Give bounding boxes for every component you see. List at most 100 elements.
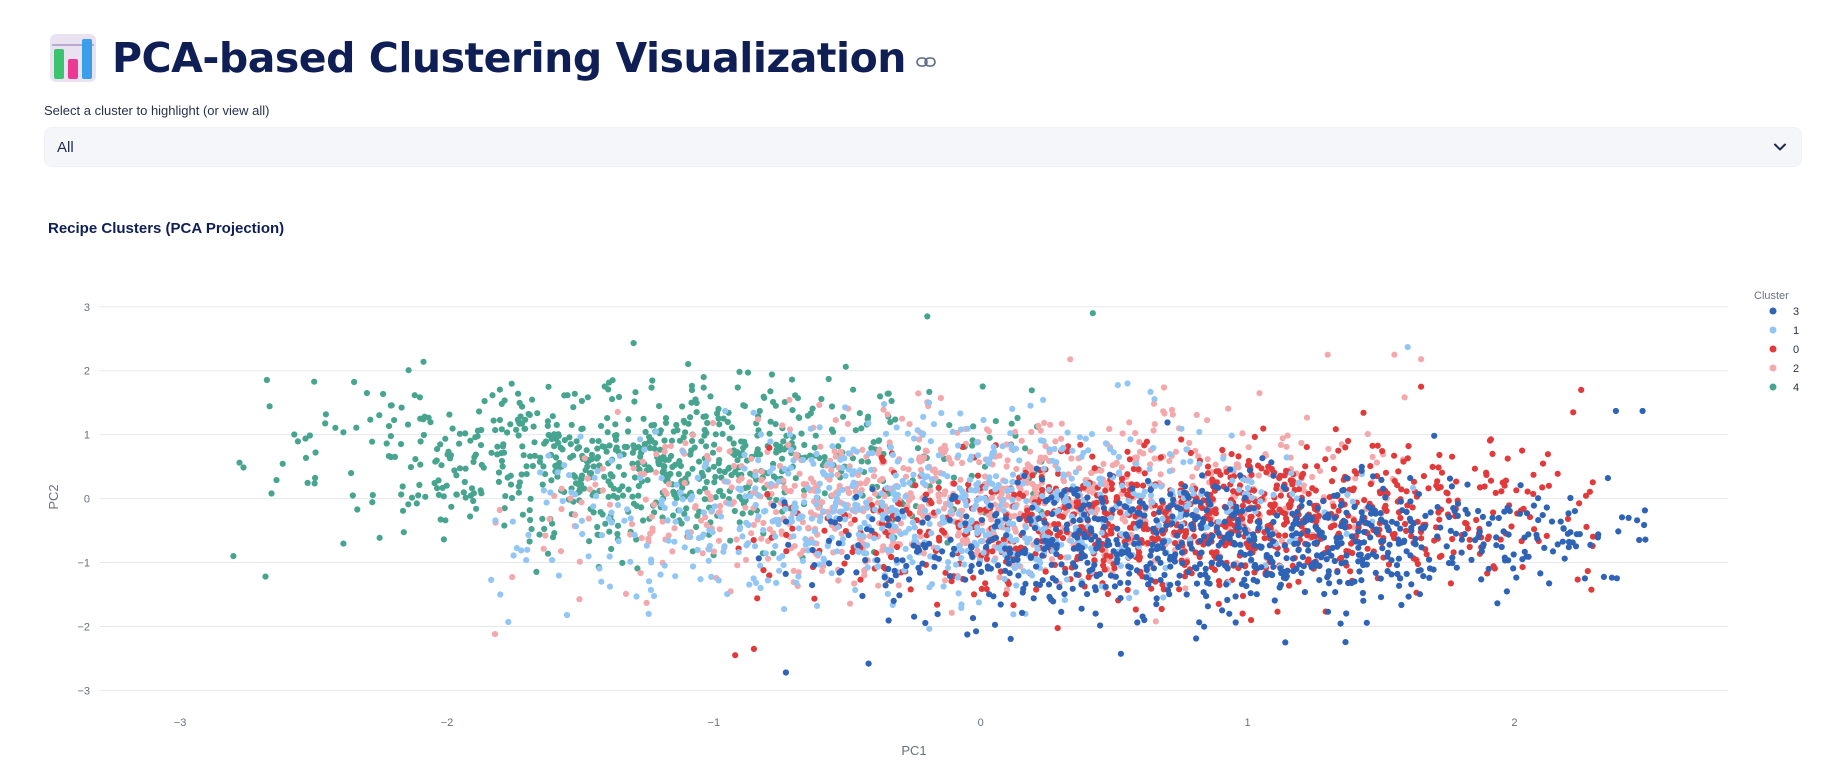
data-point-cluster-0 — [1100, 562, 1107, 569]
data-point-cluster-2 — [957, 476, 964, 483]
data-point-cluster-2 — [1152, 618, 1159, 625]
data-point-cluster-4 — [530, 423, 537, 430]
data-point-cluster-1 — [911, 435, 918, 442]
data-point-cluster-4 — [417, 438, 424, 445]
data-point-cluster-3 — [1235, 520, 1242, 527]
data-point-cluster-1 — [815, 487, 822, 494]
data-point-cluster-3 — [1561, 555, 1568, 562]
data-point-cluster-4 — [710, 463, 718, 470]
data-point-cluster-2 — [786, 396, 793, 403]
data-point-cluster-1 — [676, 507, 684, 514]
data-point-cluster-1 — [828, 472, 835, 479]
data-point-cluster-0 — [1444, 490, 1451, 497]
data-point-cluster-2 — [1100, 460, 1107, 467]
data-point-cluster-2 — [948, 460, 955, 467]
data-point-cluster-0 — [1487, 477, 1495, 484]
data-point-cluster-0 — [1332, 426, 1339, 433]
data-point-cluster-1 — [1088, 508, 1095, 515]
legend-item-4[interactable]: 4 — [1769, 382, 1800, 394]
data-point-cluster-0 — [1436, 553, 1443, 560]
link-icon[interactable] — [916, 55, 936, 69]
data-point-cluster-3 — [1377, 510, 1384, 517]
data-point-cluster-2 — [1303, 414, 1311, 421]
data-point-cluster-0 — [1204, 470, 1212, 477]
data-point-cluster-1 — [824, 460, 832, 467]
chart-title: Recipe Clusters (PCA Projection) — [48, 220, 285, 237]
data-point-cluster-2 — [831, 448, 838, 455]
data-point-cluster-1 — [888, 547, 895, 554]
data-point-cluster-4 — [671, 491, 678, 498]
data-point-cluster-3 — [1072, 563, 1079, 570]
data-point-cluster-0 — [1212, 510, 1219, 517]
data-point-cluster-1 — [631, 531, 638, 539]
data-point-cluster-1 — [1027, 402, 1034, 409]
data-point-cluster-0 — [873, 550, 880, 557]
data-point-cluster-0 — [1409, 504, 1416, 511]
data-point-cluster-4 — [609, 377, 616, 384]
data-point-cluster-0 — [1379, 448, 1386, 455]
data-point-cluster-1 — [720, 548, 727, 555]
data-point-cluster-4 — [415, 492, 422, 499]
data-point-cluster-4 — [568, 421, 575, 428]
data-point-cluster-4 — [268, 490, 275, 497]
data-point-cluster-1 — [760, 527, 767, 534]
data-point-cluster-1 — [920, 413, 927, 420]
data-point-cluster-2 — [639, 458, 647, 465]
data-point-cluster-4 — [599, 443, 606, 450]
data-point-cluster-3 — [1451, 508, 1458, 515]
data-point-cluster-0 — [1335, 507, 1342, 514]
data-point-cluster-4 — [728, 472, 735, 479]
data-point-cluster-4 — [693, 399, 700, 407]
chevron-down-icon[interactable] — [1773, 140, 1787, 154]
data-point-cluster-2 — [584, 475, 591, 482]
data-point-cluster-4 — [693, 523, 700, 531]
data-point-cluster-0 — [1204, 463, 1212, 470]
data-point-cluster-3 — [1342, 559, 1349, 566]
legend-item-1[interactable]: 1 — [1769, 325, 1800, 337]
data-point-cluster-3 — [1308, 564, 1315, 571]
data-point-cluster-2 — [1041, 419, 1048, 426]
data-point-cluster-2 — [1166, 458, 1173, 465]
data-point-cluster-4 — [779, 455, 786, 462]
data-point-cluster-3 — [1033, 538, 1040, 546]
data-point-cluster-2 — [572, 511, 579, 519]
data-point-cluster-2 — [540, 545, 547, 552]
data-point-cluster-3 — [1141, 512, 1148, 519]
legend-item-0[interactable]: 0 — [1769, 344, 1800, 356]
data-point-cluster-2 — [576, 558, 583, 565]
legend-item-3[interactable]: 3 — [1769, 306, 1800, 318]
data-point-cluster-0 — [1091, 557, 1098, 564]
data-point-cluster-2 — [976, 459, 983, 466]
data-point-cluster-3 — [1639, 407, 1646, 415]
data-point-cluster-4 — [734, 457, 741, 464]
data-point-cluster-4 — [462, 494, 469, 501]
data-point-cluster-3 — [1204, 603, 1211, 610]
data-point-cluster-4 — [702, 413, 709, 420]
data-point-cluster-4 — [590, 463, 597, 470]
data-point-cluster-2 — [837, 448, 844, 455]
data-point-cluster-1 — [1009, 496, 1016, 503]
data-point-cluster-0 — [1133, 481, 1140, 488]
data-point-cluster-1 — [1045, 486, 1053, 493]
legend-item-2[interactable]: 2 — [1769, 363, 1800, 375]
data-point-cluster-4 — [677, 462, 685, 470]
data-point-cluster-1 — [975, 480, 982, 487]
data-point-cluster-4 — [615, 393, 623, 401]
data-point-cluster-0 — [1289, 477, 1296, 485]
data-point-cluster-4 — [629, 493, 636, 500]
data-point-cluster-4 — [646, 433, 653, 440]
data-point-cluster-4 — [549, 413, 556, 420]
data-point-cluster-4 — [608, 472, 615, 479]
data-point-cluster-3 — [1468, 556, 1475, 563]
data-point-cluster-2 — [1118, 464, 1125, 471]
data-point-cluster-4 — [571, 390, 578, 397]
data-point-cluster-3 — [1299, 554, 1306, 561]
data-point-cluster-4 — [405, 367, 412, 374]
data-point-cluster-2 — [1245, 444, 1252, 451]
data-point-cluster-4 — [724, 418, 731, 426]
cluster-select[interactable]: All — [44, 127, 1802, 167]
data-point-cluster-1 — [815, 550, 822, 557]
data-point-cluster-0 — [1418, 535, 1425, 542]
data-point-cluster-2 — [862, 480, 869, 487]
data-point-cluster-0 — [1583, 523, 1590, 530]
